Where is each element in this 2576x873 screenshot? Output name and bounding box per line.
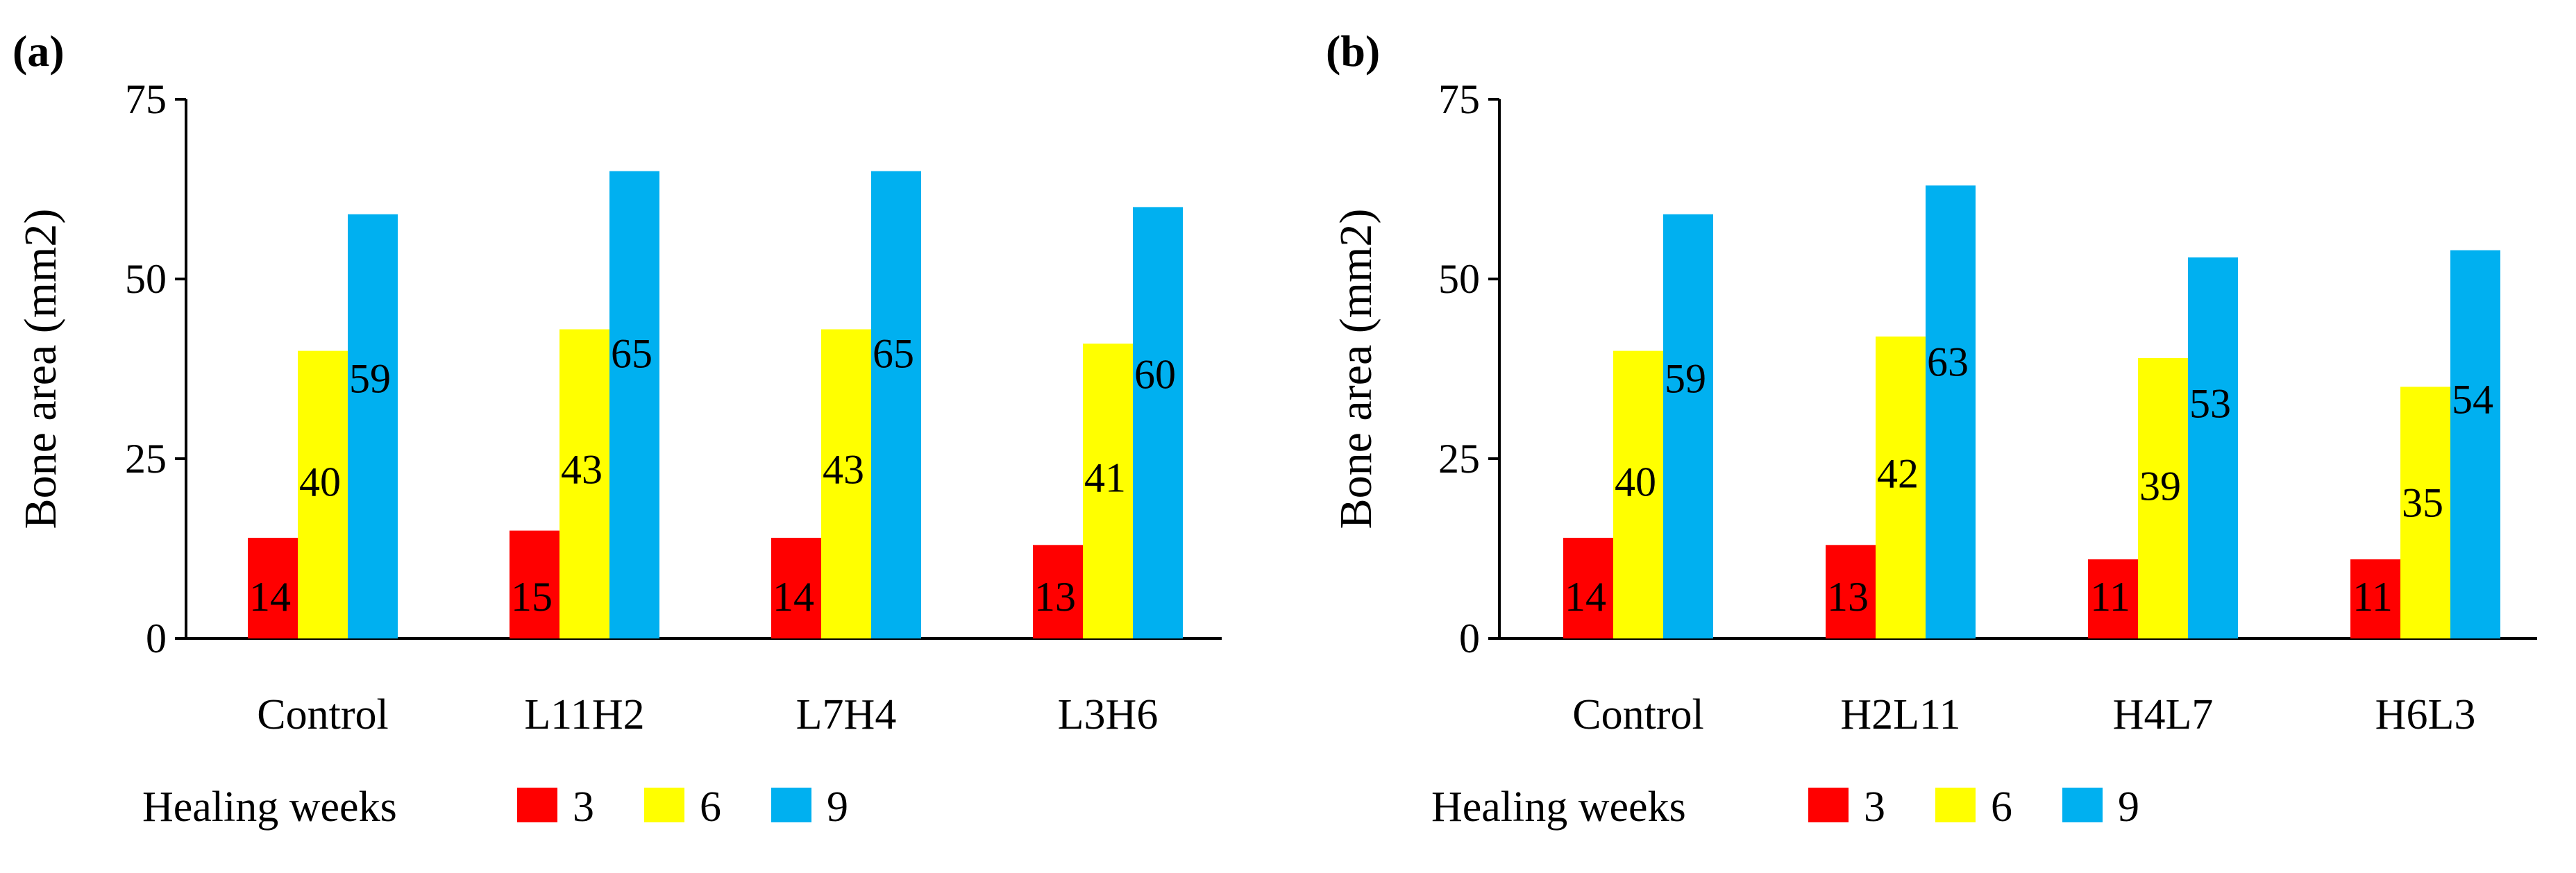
data-label: 41 bbox=[1084, 455, 1126, 501]
y-tick-label: 50 bbox=[125, 256, 167, 302]
bar-control-week-3 bbox=[1563, 537, 1613, 638]
bar-control-week-9 bbox=[1663, 214, 1713, 638]
legend-label: 9 bbox=[827, 783, 848, 831]
data-label: 15 bbox=[511, 574, 553, 620]
data-label: 39 bbox=[2139, 464, 2181, 509]
data-label: 40 bbox=[299, 459, 341, 505]
bar-h4l7-week-3 bbox=[2088, 559, 2138, 638]
data-label: 60 bbox=[1134, 351, 1176, 397]
data-label: 63 bbox=[1927, 339, 1969, 384]
legend-label: 3 bbox=[573, 783, 594, 831]
bar-h4l7-week-6 bbox=[2138, 357, 2188, 638]
y-tick-label: 50 bbox=[1438, 256, 1480, 302]
bar-h6l3-week-6 bbox=[2400, 387, 2450, 638]
y-tick-label: 0 bbox=[146, 616, 167, 661]
data-label: 14 bbox=[249, 574, 291, 620]
legend-swatch-week-9 bbox=[771, 788, 811, 822]
bar-h6l3-week-9 bbox=[2450, 250, 2500, 638]
category-label: H6L3 bbox=[2375, 691, 2476, 738]
legend-label: 6 bbox=[1991, 783, 2012, 831]
category-label: Control bbox=[257, 691, 388, 738]
legend-swatch-week-9 bbox=[2062, 788, 2103, 822]
bar-l11h2-week-6 bbox=[559, 329, 609, 638]
bar-h6l3-week-3 bbox=[2350, 559, 2400, 638]
data-label: 54 bbox=[2452, 377, 2493, 423]
bar-h2l11-week-6 bbox=[1876, 336, 1926, 638]
bar-control-week-9 bbox=[348, 214, 398, 638]
data-label: 11 bbox=[2352, 574, 2393, 620]
data-label: 43 bbox=[823, 447, 864, 493]
legend-label: 9 bbox=[2118, 783, 2139, 831]
bar-control-week-6 bbox=[298, 350, 348, 638]
bar-l3h6-week-6 bbox=[1083, 344, 1133, 638]
data-label: 59 bbox=[1665, 355, 1706, 401]
y-tick-label: 75 bbox=[1438, 76, 1480, 122]
y-tick-label: 25 bbox=[125, 436, 167, 482]
data-label: 14 bbox=[1565, 574, 1606, 620]
legend-swatch-week-6 bbox=[644, 788, 684, 822]
bar-h4l7-week-9 bbox=[2188, 257, 2238, 638]
legend-label: 6 bbox=[700, 783, 721, 831]
category-label: H2L11 bbox=[1840, 691, 1960, 738]
panel-label: (b) bbox=[1326, 26, 1380, 76]
chart-panel-a: (a) Bone area (mm2) 0 25 50 75 14 40 59 Control 15… bbox=[12, 26, 1222, 831]
bar-l3h6-week-9 bbox=[1133, 207, 1183, 638]
data-label: 40 bbox=[1615, 459, 1656, 505]
legend-title: Healing weeks bbox=[142, 783, 397, 831]
legend-title: Healing weeks bbox=[1431, 783, 1686, 831]
bar-l11h2-week-9 bbox=[609, 171, 659, 639]
legend-swatch-week-6 bbox=[1935, 788, 1976, 822]
y-tick-label: 0 bbox=[1459, 616, 1480, 661]
category-label: L7H4 bbox=[796, 691, 897, 738]
category-label: H4L7 bbox=[2113, 691, 2214, 738]
bar-control-week-6 bbox=[1613, 350, 1663, 638]
category-label: Control bbox=[1572, 691, 1703, 738]
bar-l11h2-week-3 bbox=[510, 530, 559, 638]
legend-swatch-week-3 bbox=[1808, 788, 1849, 822]
y-axis-label: Bone area (mm2) bbox=[15, 209, 66, 529]
data-label: 59 bbox=[349, 355, 391, 401]
bar-l7h4-week-3 bbox=[771, 537, 821, 638]
data-label: 65 bbox=[611, 330, 653, 376]
data-label: 13 bbox=[1034, 574, 1076, 620]
data-label: 42 bbox=[1877, 451, 1919, 497]
y-axis-label: Bone area (mm2) bbox=[1331, 209, 1381, 529]
legend-swatch-week-3 bbox=[517, 788, 557, 822]
data-label: 11 bbox=[2090, 574, 2130, 620]
data-label: 53 bbox=[2189, 381, 2231, 427]
bar-l3h6-week-3 bbox=[1033, 545, 1083, 638]
bar-h2l11-week-3 bbox=[1826, 545, 1876, 638]
y-tick-label: 75 bbox=[125, 76, 167, 122]
data-label: 13 bbox=[1827, 574, 1869, 620]
category-label: L11H2 bbox=[524, 691, 644, 738]
chart-panel-b: (b) Bone area (mm2) 0 25 50 75 14 40 59 Control 13… bbox=[1326, 26, 2537, 831]
panel-label: (a) bbox=[12, 26, 65, 76]
bar-l7h4-week-9 bbox=[871, 171, 921, 639]
data-label: 35 bbox=[2402, 480, 2443, 526]
data-label: 65 bbox=[873, 330, 914, 376]
data-label: 43 bbox=[561, 447, 603, 493]
y-tick-label: 25 bbox=[1438, 436, 1480, 482]
bar-control-week-3 bbox=[248, 537, 298, 638]
bar-l7h4-week-6 bbox=[821, 329, 871, 638]
category-label: L3H6 bbox=[1058, 691, 1159, 738]
bar-h2l11-week-9 bbox=[1926, 185, 1976, 638]
data-label: 14 bbox=[773, 574, 814, 620]
legend-label: 3 bbox=[1864, 783, 1885, 831]
